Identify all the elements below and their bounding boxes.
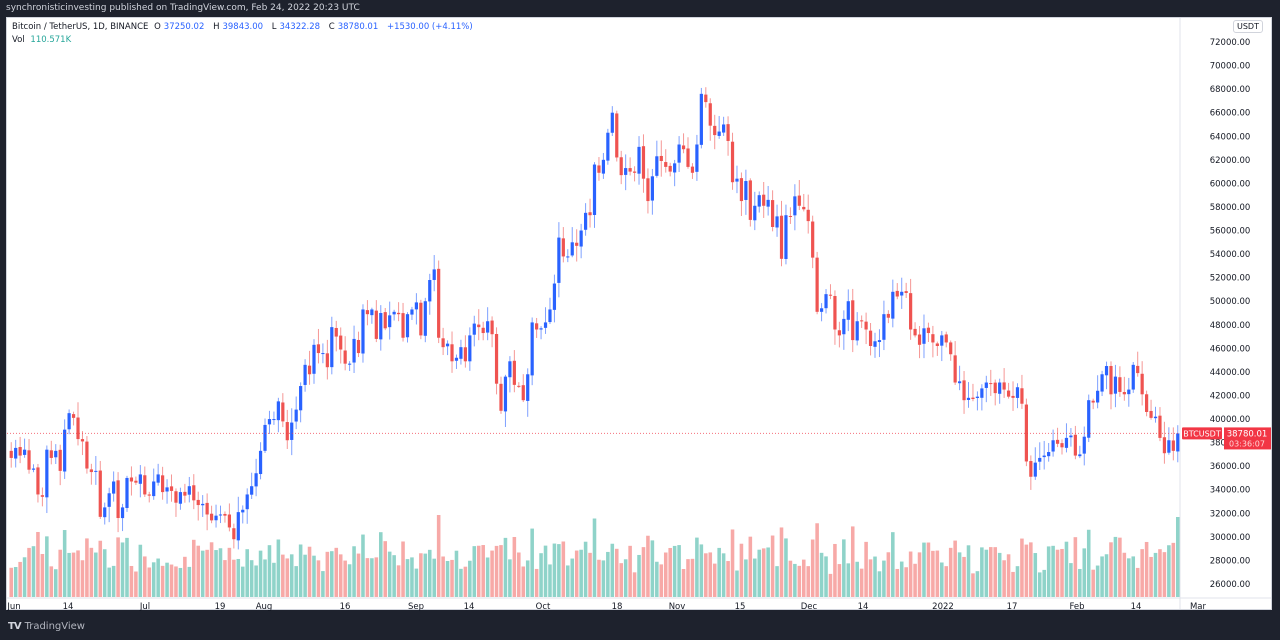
time-tick: 14 (63, 602, 74, 612)
svg-text:38780.01: 38780.01 (1227, 429, 1268, 439)
time-tick: Mar (1190, 602, 1207, 612)
time-tick: Oct (536, 602, 551, 612)
price-tick: 62000.00 (1210, 156, 1251, 166)
ohlc-row: Bitcoin / TetherUS, 1D, BINANCE O 37250.0… (12, 21, 476, 34)
time-tick: 18 (612, 602, 623, 612)
time-tick: Jul (139, 602, 150, 612)
time-tick: Jun (6, 602, 20, 612)
change-value: +1530.00 (+4.11%) (386, 22, 473, 32)
time-tick: 14 (464, 602, 475, 612)
price-tick: 28000.00 (1210, 556, 1251, 566)
price-tick: 50000.00 (1210, 297, 1251, 307)
high-value: H 39843.00 (213, 22, 264, 32)
time-tick: Feb (1069, 602, 1084, 612)
footer-branding: TV TradingView (8, 620, 85, 634)
price-tick: 52000.00 (1210, 274, 1251, 284)
open-value: O 37250.02 (154, 22, 205, 32)
price-tick: 70000.00 (1210, 62, 1251, 72)
chart-legend: Bitcoin / TetherUS, 1D, BINANCE O 37250.0… (12, 21, 476, 47)
price-tick: 46000.00 (1210, 344, 1251, 354)
tradingview-logo-icon: TV (8, 621, 22, 632)
price-tick: 58000.00 (1210, 203, 1251, 213)
time-tick: 14 (1131, 602, 1142, 612)
last-price-label (1224, 427, 1271, 450)
time-tick: Dec (801, 602, 818, 612)
symbol-tag (1182, 427, 1222, 440)
price-tick: 48000.00 (1210, 321, 1251, 331)
chart-frame[interactable] (6, 17, 1272, 610)
volume-label[interactable]: Vol (12, 35, 25, 45)
close-value: C 38780.01 (328, 22, 379, 32)
svg-text:03:36:07: 03:36:07 (1229, 439, 1265, 448)
time-tick: Aug (256, 602, 273, 612)
price-tick: 54000.00 (1210, 250, 1251, 260)
price-tick: 72000.00 (1210, 38, 1251, 48)
price-tick: 30000.00 (1210, 533, 1251, 543)
time-tick: Nov (669, 602, 686, 612)
volume-value: 110.571K (30, 35, 72, 45)
low-value: L 34322.28 (271, 22, 321, 32)
published-header: synchronisticinvesting published on Trad… (6, 3, 360, 13)
svg-text:BTCUSDT: BTCUSDT (1183, 429, 1221, 438)
time-tick: 19 (215, 602, 226, 612)
time-tick: Sep (408, 602, 424, 612)
brand-name: TradingView (24, 621, 85, 632)
price-tick: 32000.00 (1210, 509, 1251, 519)
time-tick: 15 (735, 602, 746, 612)
price-tick: 40000.00 (1210, 415, 1251, 425)
time-tick: 14 (858, 602, 869, 612)
candles (9, 87, 1180, 550)
price-tick: 34000.00 (1210, 486, 1251, 496)
price-tick: 60000.00 (1210, 179, 1251, 189)
time-tick: 16 (340, 602, 351, 612)
price-tick: 64000.00 (1210, 132, 1251, 142)
price-tick: 36000.00 (1210, 462, 1251, 472)
time-tick: 2022 (932, 602, 954, 612)
price-tick: 68000.00 (1210, 85, 1251, 95)
symbol-description[interactable]: Bitcoin / TetherUS, 1D, BINANCE (12, 22, 149, 32)
price-tick: 44000.00 (1210, 368, 1251, 378)
currency-badge[interactable]: USDT (1233, 20, 1263, 33)
volume-row: Vol 110.571K (12, 34, 476, 47)
price-tick: 42000.00 (1210, 391, 1251, 401)
time-tick: 17 (1007, 602, 1018, 612)
volume-bars (9, 515, 1180, 597)
price-tick: 66000.00 (1210, 109, 1251, 119)
price-tick: 56000.00 (1210, 227, 1251, 237)
price-tick: 26000.00 (1210, 580, 1251, 590)
